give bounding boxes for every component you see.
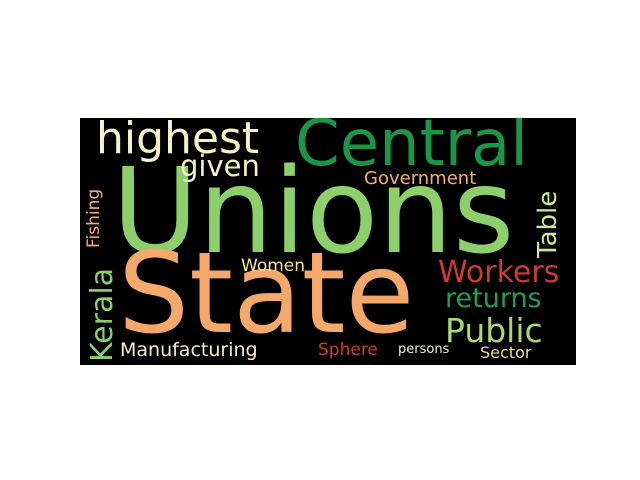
word-government: Government xyxy=(364,168,477,189)
word-persons: persons xyxy=(398,342,450,357)
word-cloud: Unions State Central highest given Gover… xyxy=(80,118,576,365)
word-women: Women xyxy=(241,256,306,276)
word-workers: Workers xyxy=(438,255,560,290)
word-sector: Sector xyxy=(480,343,532,362)
word-public: Public xyxy=(445,311,543,350)
word-state: State xyxy=(118,229,415,359)
word-highest: highest xyxy=(96,118,260,164)
word-kerala: Kerala xyxy=(85,267,120,362)
word-fishing: Fishing xyxy=(84,188,104,248)
word-sphere: Sphere xyxy=(318,340,378,360)
word-table: Table xyxy=(533,190,563,258)
word-returns: returns xyxy=(445,283,542,314)
word-central: Central xyxy=(295,118,529,181)
word-manufacturing: Manufacturing xyxy=(120,339,258,361)
word-given: given xyxy=(180,149,260,183)
word-unions: Unions xyxy=(112,142,515,280)
